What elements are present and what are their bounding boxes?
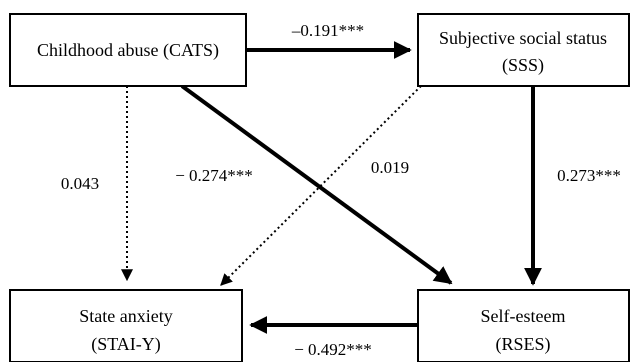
node-state-anxiety-label: State anxiety bbox=[79, 306, 172, 326]
node-self-esteem-abbrev: (RSES) bbox=[495, 334, 550, 355]
node-state-anxiety: State anxiety (STAI-Y) bbox=[9, 289, 243, 362]
node-subjective-social-status: Subjective social status (SSS) bbox=[417, 13, 630, 87]
path-sss-to-stai bbox=[220, 85, 422, 286]
coef-cats-to-rses: − 0.274*** bbox=[175, 166, 253, 185]
node-state-anxiety-abbrev: (STAI-Y) bbox=[91, 334, 161, 355]
node-self-esteem-label: Self-esteem bbox=[481, 306, 566, 326]
coef-sss-to-rses: 0.273*** bbox=[557, 166, 621, 185]
coef-cats-to-sss: –0.191*** bbox=[291, 21, 364, 40]
node-self-esteem: Self-esteem (RSES) bbox=[417, 289, 630, 362]
node-childhood-abuse-label: Childhood abuse (CATS) bbox=[37, 40, 219, 61]
node-childhood-abuse: Childhood abuse (CATS) bbox=[9, 13, 247, 87]
coef-sss-to-stai: 0.019 bbox=[371, 158, 409, 177]
node-subjective-social-status-label: Subjective social status bbox=[439, 28, 607, 48]
path-cats-to-rses bbox=[180, 84, 453, 285]
coef-rses-to-stai: − 0.492*** bbox=[294, 340, 372, 359]
coef-cats-to-stai: 0.043 bbox=[61, 174, 99, 193]
node-subjective-social-status-abbrev: (SSS) bbox=[502, 55, 544, 76]
